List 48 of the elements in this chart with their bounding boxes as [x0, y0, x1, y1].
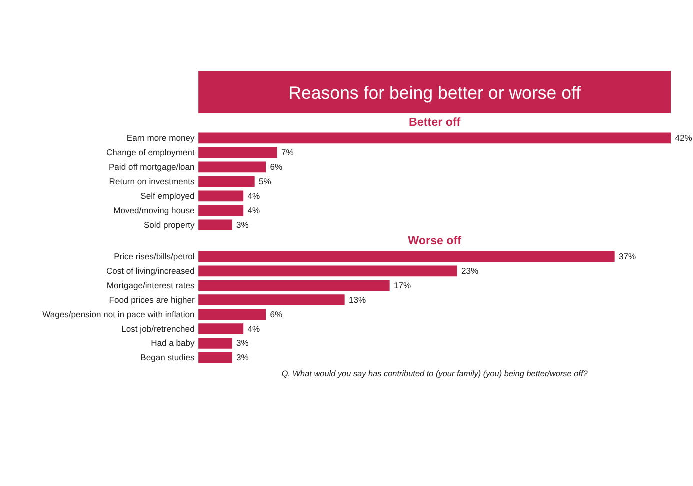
data-label: 3% — [236, 338, 250, 348]
data-label: 5% — [258, 176, 272, 186]
y-tick-label: Lost job/retrenched — [122, 324, 196, 334]
bar — [198, 147, 278, 158]
y-tick-label: Earn more money — [126, 132, 196, 143]
data-label: 23% — [461, 266, 479, 276]
data-label: 7% — [281, 147, 294, 158]
bar — [198, 309, 266, 320]
bar — [198, 220, 232, 231]
data-label: 17% — [394, 280, 412, 290]
y-tick-label: Self employed — [140, 190, 196, 201]
data-label: 3% — [236, 220, 250, 230]
y-tick-label: Mortgage/interest rates — [106, 280, 195, 290]
bar — [198, 176, 255, 188]
bar — [198, 132, 672, 144]
chart-title: Reasons for being better or worse off — [288, 83, 582, 104]
chart-subtitle: Worse off — [408, 234, 462, 248]
y-tick-label: Cost of living/increased — [106, 266, 196, 276]
bar — [198, 162, 266, 173]
y-tick-label: Began studies — [140, 352, 195, 363]
data-label: 6% — [270, 162, 283, 172]
data-label: 3% — [236, 352, 250, 363]
bar — [198, 324, 244, 334]
bar — [198, 338, 232, 349]
data-label: 4% — [248, 324, 260, 334]
chart-subtitle: Better off — [409, 116, 461, 129]
y-tick-label: Paid off mortgage/loan — [108, 162, 196, 172]
y-tick-label: Food prices are higher — [109, 294, 195, 305]
y-tick-label: Moved/moving house — [114, 205, 196, 216]
bar — [198, 251, 615, 262]
data-label: 4% — [248, 190, 260, 201]
data-label: 37% — [618, 251, 636, 262]
data-label: 4% — [248, 205, 260, 216]
bar — [198, 266, 458, 277]
bar — [198, 190, 244, 202]
data-label: 6% — [270, 309, 283, 320]
bar — [198, 294, 345, 306]
y-tick-label: Wages/pension not in pace with inflation — [42, 309, 196, 320]
y-tick-label: Change of employment — [106, 147, 196, 158]
y-tick-label: Return on investments — [109, 176, 195, 186]
data-label: 13% — [348, 294, 366, 305]
y-tick-label: Sold property — [144, 220, 196, 230]
bar — [198, 205, 244, 216]
bar — [198, 280, 390, 292]
y-tick-label: Had a baby — [151, 338, 196, 348]
data-label: 42% — [675, 132, 693, 143]
y-tick-label: Price rises/bills/petrol — [114, 251, 195, 262]
bar — [198, 352, 232, 364]
